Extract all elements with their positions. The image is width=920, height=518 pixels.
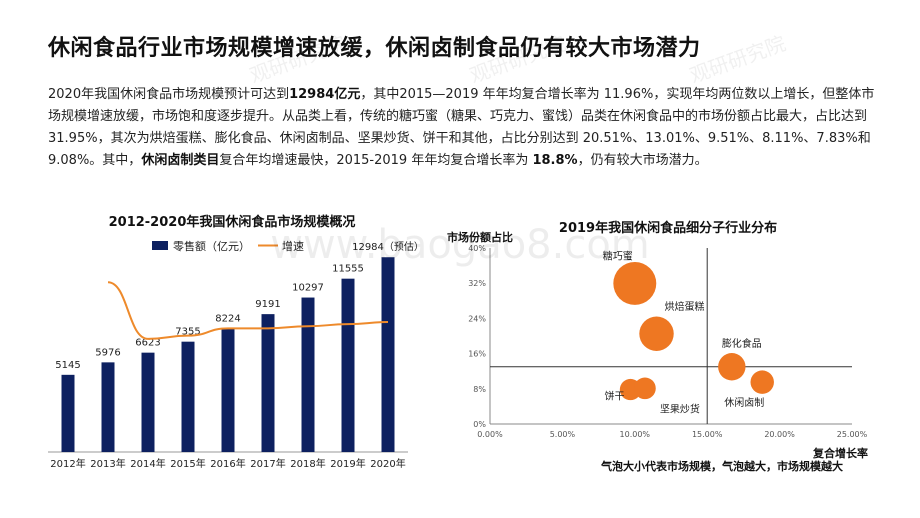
intro-segment: ，仍有较大市场潜力。 [577, 153, 708, 168]
x-tick-label: 2016年 [210, 457, 245, 470]
x-tick-label: 2020年 [370, 457, 405, 470]
bar-data-label: 5145 [55, 360, 80, 371]
y-tick-label: 0% [473, 420, 486, 429]
bubble-label: 坚果炒货 [660, 402, 700, 415]
bubble-size-note: 气泡大小代表市场规模，气泡越大，市场规模越大 [600, 459, 843, 473]
x-tick-label: 2015年 [170, 457, 205, 470]
intro-paragraph: 2020年我国休闲食品市场规模预计可达到12984亿元，其中2015—2019 … [48, 84, 878, 172]
x-tick-label: 2019年 [330, 457, 365, 470]
bar [341, 278, 355, 452]
intro-segment: 18.8% [532, 153, 578, 168]
bubble-6 [634, 377, 656, 400]
chart-title: 2012-2020年我国休闲食品市场规模概况 [109, 214, 356, 230]
x-tick-label: 2014年 [130, 457, 165, 470]
page-title: 休闲食品行业市场规模增速放缓，休闲卤制食品仍有较大市场潜力 [48, 36, 701, 61]
intro-segment: 2020年我国休闲食品市场规模预计可达到 [48, 87, 290, 102]
x-tick-label: 2018年 [290, 457, 325, 470]
bar-data-label: 5976 [95, 347, 120, 358]
bar [301, 297, 315, 452]
bar [261, 314, 275, 452]
bubble-2 [639, 316, 674, 351]
y-tick-label: 16% [468, 350, 486, 359]
chart-title: 2019年我国休闲食品细分子行业分布 [559, 220, 777, 236]
legend-label-bar: 零售额（亿元） [173, 239, 250, 253]
bar-data-label: 10297 [292, 283, 324, 294]
y-tick-label: 8% [473, 385, 486, 394]
x-tick-label: 25.00% [837, 430, 868, 439]
y-tick-label: 40% [468, 244, 486, 253]
bubble-label: 饼干 [604, 390, 624, 403]
bar [181, 341, 195, 452]
x-tick-label: 15.00% [692, 430, 723, 439]
x-tick-label: 10.00% [620, 430, 651, 439]
x-tick-label: 20.00% [764, 430, 795, 439]
x-tick-label: 0.00% [477, 430, 503, 439]
bar-data-label: 7355 [175, 327, 200, 338]
bubble-1 [613, 261, 657, 305]
legend-label-line: 增速 [282, 239, 304, 253]
x-tick-label: 2017年 [250, 457, 285, 470]
bubble-3 [718, 353, 746, 381]
y-axis-title: 市场份额占比 [447, 230, 513, 244]
bar [141, 352, 155, 452]
legend-swatch-bar [152, 241, 168, 250]
bar [61, 374, 75, 452]
y-tick-label: 32% [468, 279, 486, 288]
x-tick-label: 2013年 [90, 457, 125, 470]
bubble-label: 膨化食品 [722, 337, 762, 350]
growth-line [107, 281, 389, 340]
bar-data-label: 12984（预估） [352, 240, 424, 253]
intro-segment: 12984亿元 [289, 87, 361, 102]
bar-data-label: 8224 [215, 314, 240, 325]
x-axis-title: 复合增长率 [812, 446, 868, 460]
y-tick-label: 24% [468, 314, 486, 323]
bubble-label: 休闲卤制 [724, 396, 764, 409]
bubble-label: 烘焙蛋糕 [665, 300, 705, 313]
bar [101, 362, 115, 452]
bar [221, 328, 235, 452]
x-tick-label: 5.00% [550, 430, 576, 439]
bar-data-label: 11555 [332, 264, 364, 275]
x-tick-label: 2012年 [50, 457, 85, 470]
intro-segment: ，其中2015—2019 年年均复合增长率为 11.96%，实现年均两位数以上增… [48, 87, 875, 168]
bar-data-label: 9191 [255, 299, 280, 310]
bar-data-label: 6623 [135, 338, 160, 349]
intro-segment: 复合年均增速最快，2015-2019 年年均复合增长率为 [219, 153, 533, 168]
intro-segment: 休闲卤制类目 [141, 153, 220, 168]
bubble-4 [750, 370, 774, 394]
bar [381, 257, 395, 452]
bubble-label: 糖巧蜜 [603, 249, 633, 262]
